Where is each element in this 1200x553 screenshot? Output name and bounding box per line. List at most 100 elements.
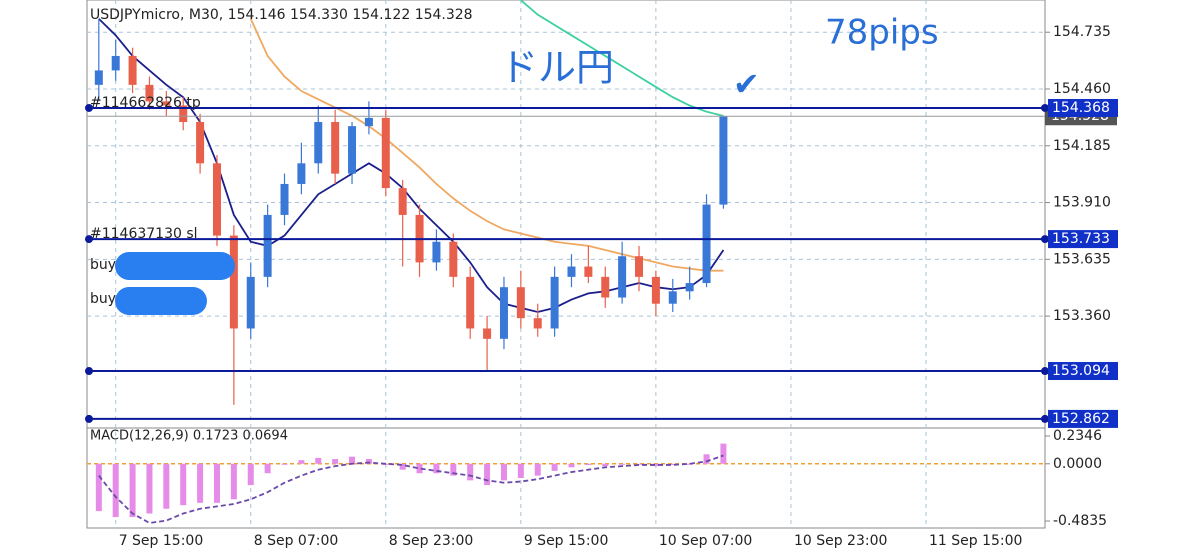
x-tick-label: 9 Sep 15:00 [524,533,609,549]
macd-bar [703,454,710,464]
y-tick-label: 154.735 [1053,24,1111,40]
x-tick-label: 10 Sep 07:00 [659,533,752,549]
macd-bar [349,456,356,464]
macd-bar [95,463,102,512]
level-handle [85,235,93,244]
macd-bar [484,463,491,486]
macd-bar [399,463,406,470]
annotation: 78pips [825,13,939,53]
candle-body [516,287,525,319]
candle-body [567,266,576,277]
level-handle [1041,414,1049,423]
candle-body [263,214,272,277]
y-tick-label: 0.2346 [1053,428,1102,444]
candle-body [145,84,154,102]
candle-body [719,116,728,205]
macd-bar [568,463,575,468]
macd-bar [146,463,153,514]
macd-bar [585,463,592,465]
candle-body [128,55,137,85]
level-handle [1041,235,1049,244]
x-tick-label: 8 Sep 23:00 [389,533,474,549]
candle-body [94,70,103,85]
macd-bar [602,463,609,467]
macd-bar [213,463,220,503]
candle-body [601,276,610,298]
macd-bar [112,463,119,518]
macd-bar [619,463,626,465]
level-label-bg [1048,98,1118,117]
macd-bar [298,460,305,464]
candle-body [246,276,255,329]
y-tick-label: 154.460 [1053,81,1111,97]
macd-bar [450,463,457,476]
macd-bar [129,463,136,518]
macd-bar [365,459,372,464]
candle-body [483,328,492,339]
candle-body [668,291,677,304]
level-label: 152.862 [1052,411,1110,427]
candle-body [196,122,205,164]
macd-bar [636,463,643,465]
candle-body [685,283,694,292]
order-label: buy [90,291,116,307]
level-tag: #114662826 tp [90,95,201,111]
candle-body [499,287,508,339]
candle-body [179,105,188,123]
moving-average [249,18,724,272]
y-tick-label: 153.635 [1053,251,1111,267]
order-label: buy [90,257,116,273]
level-handle [1041,367,1049,376]
annotation: ✔ [733,65,760,103]
x-tick-label: 11 Sep 15:00 [929,533,1022,549]
candle-body [466,276,475,329]
macd-bar [517,463,524,478]
moving-average [520,0,724,117]
candle-body [331,122,340,174]
macd-bar [652,463,659,467]
candle-body [280,183,289,215]
candle-body [702,204,711,284]
macd-bar [315,457,322,464]
x-tick-label: 10 Sep 23:00 [794,533,887,549]
level-label-bg [1048,409,1118,428]
candle-body [398,188,407,215]
x-tick-label: 7 Sep 15:00 [119,533,204,549]
macd-bar [416,463,423,474]
level-handle [1041,103,1049,112]
level-label: 154.368 [1052,100,1110,116]
x-tick-label: 8 Sep 07:00 [254,533,339,549]
candle-body [111,55,120,71]
macd-bar [180,463,187,506]
level-label: 153.733 [1052,231,1110,247]
candle-body [364,117,373,127]
macd-bar [163,463,170,509]
y-tick-label: 153.360 [1053,308,1111,324]
macd-bar [230,463,237,500]
macd-bar [247,463,254,486]
y-tick-label: 153.910 [1053,195,1111,211]
macd-signal [98,454,724,524]
candle-body [533,318,542,329]
macd-bar [433,463,440,474]
candle-body [381,117,390,189]
candle-body [651,276,660,304]
candle-body [449,241,458,277]
macd-bar [669,463,676,465]
redaction [115,252,235,280]
y-tick-label: 0.0000 [1053,456,1102,472]
macd-bar [686,463,693,465]
level-handle [85,367,93,376]
macd-bar [281,463,288,465]
level-label-bg [1048,230,1118,249]
level-label: 153.094 [1052,363,1110,379]
annotation: ドル円 [500,46,614,90]
macd-bar [551,463,558,471]
y-tick-label: 154.185 [1053,138,1111,154]
candle-body [348,126,357,174]
macd-bar [467,463,474,481]
macd-bar [264,463,271,474]
candle-body [297,163,306,184]
macd-bar [534,463,541,476]
